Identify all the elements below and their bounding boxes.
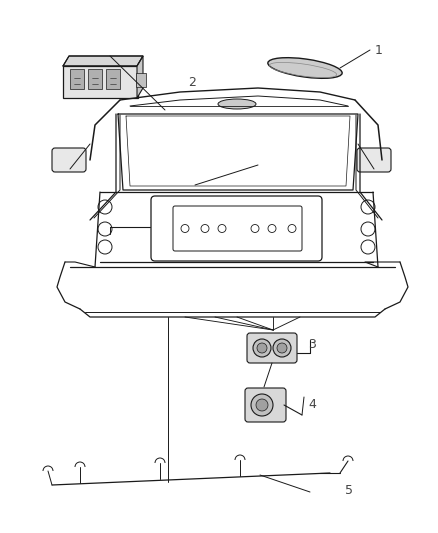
FancyBboxPatch shape [52, 148, 86, 172]
Circle shape [273, 339, 291, 357]
Circle shape [256, 399, 268, 411]
Circle shape [257, 343, 267, 353]
FancyBboxPatch shape [357, 148, 391, 172]
Circle shape [253, 339, 271, 357]
Text: 2: 2 [188, 76, 196, 88]
Ellipse shape [268, 58, 342, 78]
Circle shape [251, 394, 273, 416]
Ellipse shape [218, 99, 256, 109]
FancyBboxPatch shape [106, 69, 120, 89]
FancyBboxPatch shape [88, 69, 102, 89]
FancyBboxPatch shape [136, 73, 146, 87]
Text: 5: 5 [345, 483, 353, 497]
FancyBboxPatch shape [70, 69, 84, 89]
FancyBboxPatch shape [247, 333, 297, 363]
Text: 1: 1 [375, 44, 383, 56]
Text: 4: 4 [308, 399, 316, 411]
Polygon shape [63, 56, 143, 66]
FancyBboxPatch shape [63, 66, 138, 98]
Circle shape [277, 343, 287, 353]
Text: 3: 3 [308, 338, 316, 351]
Polygon shape [137, 56, 143, 98]
FancyBboxPatch shape [245, 388, 286, 422]
